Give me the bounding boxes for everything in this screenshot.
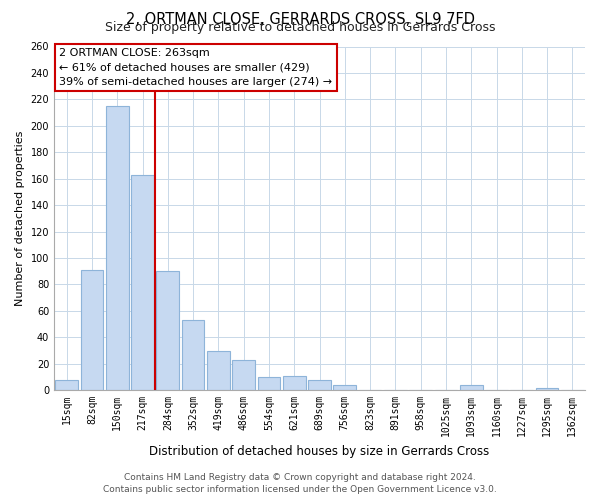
Bar bbox=[536, 388, 559, 390]
Bar bbox=[257, 377, 280, 390]
Bar bbox=[232, 360, 255, 390]
Bar bbox=[106, 106, 128, 390]
Text: 2, ORTMAN CLOSE, GERRARDS CROSS, SL9 7FD: 2, ORTMAN CLOSE, GERRARDS CROSS, SL9 7FD bbox=[125, 12, 475, 26]
X-axis label: Distribution of detached houses by size in Gerrards Cross: Distribution of detached houses by size … bbox=[149, 444, 490, 458]
Text: Size of property relative to detached houses in Gerrards Cross: Size of property relative to detached ho… bbox=[105, 22, 495, 35]
Text: Contains HM Land Registry data © Crown copyright and database right 2024.
Contai: Contains HM Land Registry data © Crown c… bbox=[103, 472, 497, 494]
Bar bbox=[131, 174, 154, 390]
Bar bbox=[460, 385, 482, 390]
Bar bbox=[182, 320, 205, 390]
Bar bbox=[334, 385, 356, 390]
Bar bbox=[157, 271, 179, 390]
Y-axis label: Number of detached properties: Number of detached properties bbox=[15, 130, 25, 306]
Text: 2 ORTMAN CLOSE: 263sqm
← 61% of detached houses are smaller (429)
39% of semi-de: 2 ORTMAN CLOSE: 263sqm ← 61% of detached… bbox=[59, 48, 332, 87]
Bar bbox=[55, 380, 78, 390]
Bar bbox=[207, 350, 230, 390]
Bar bbox=[80, 270, 103, 390]
Bar bbox=[283, 376, 305, 390]
Bar bbox=[308, 380, 331, 390]
